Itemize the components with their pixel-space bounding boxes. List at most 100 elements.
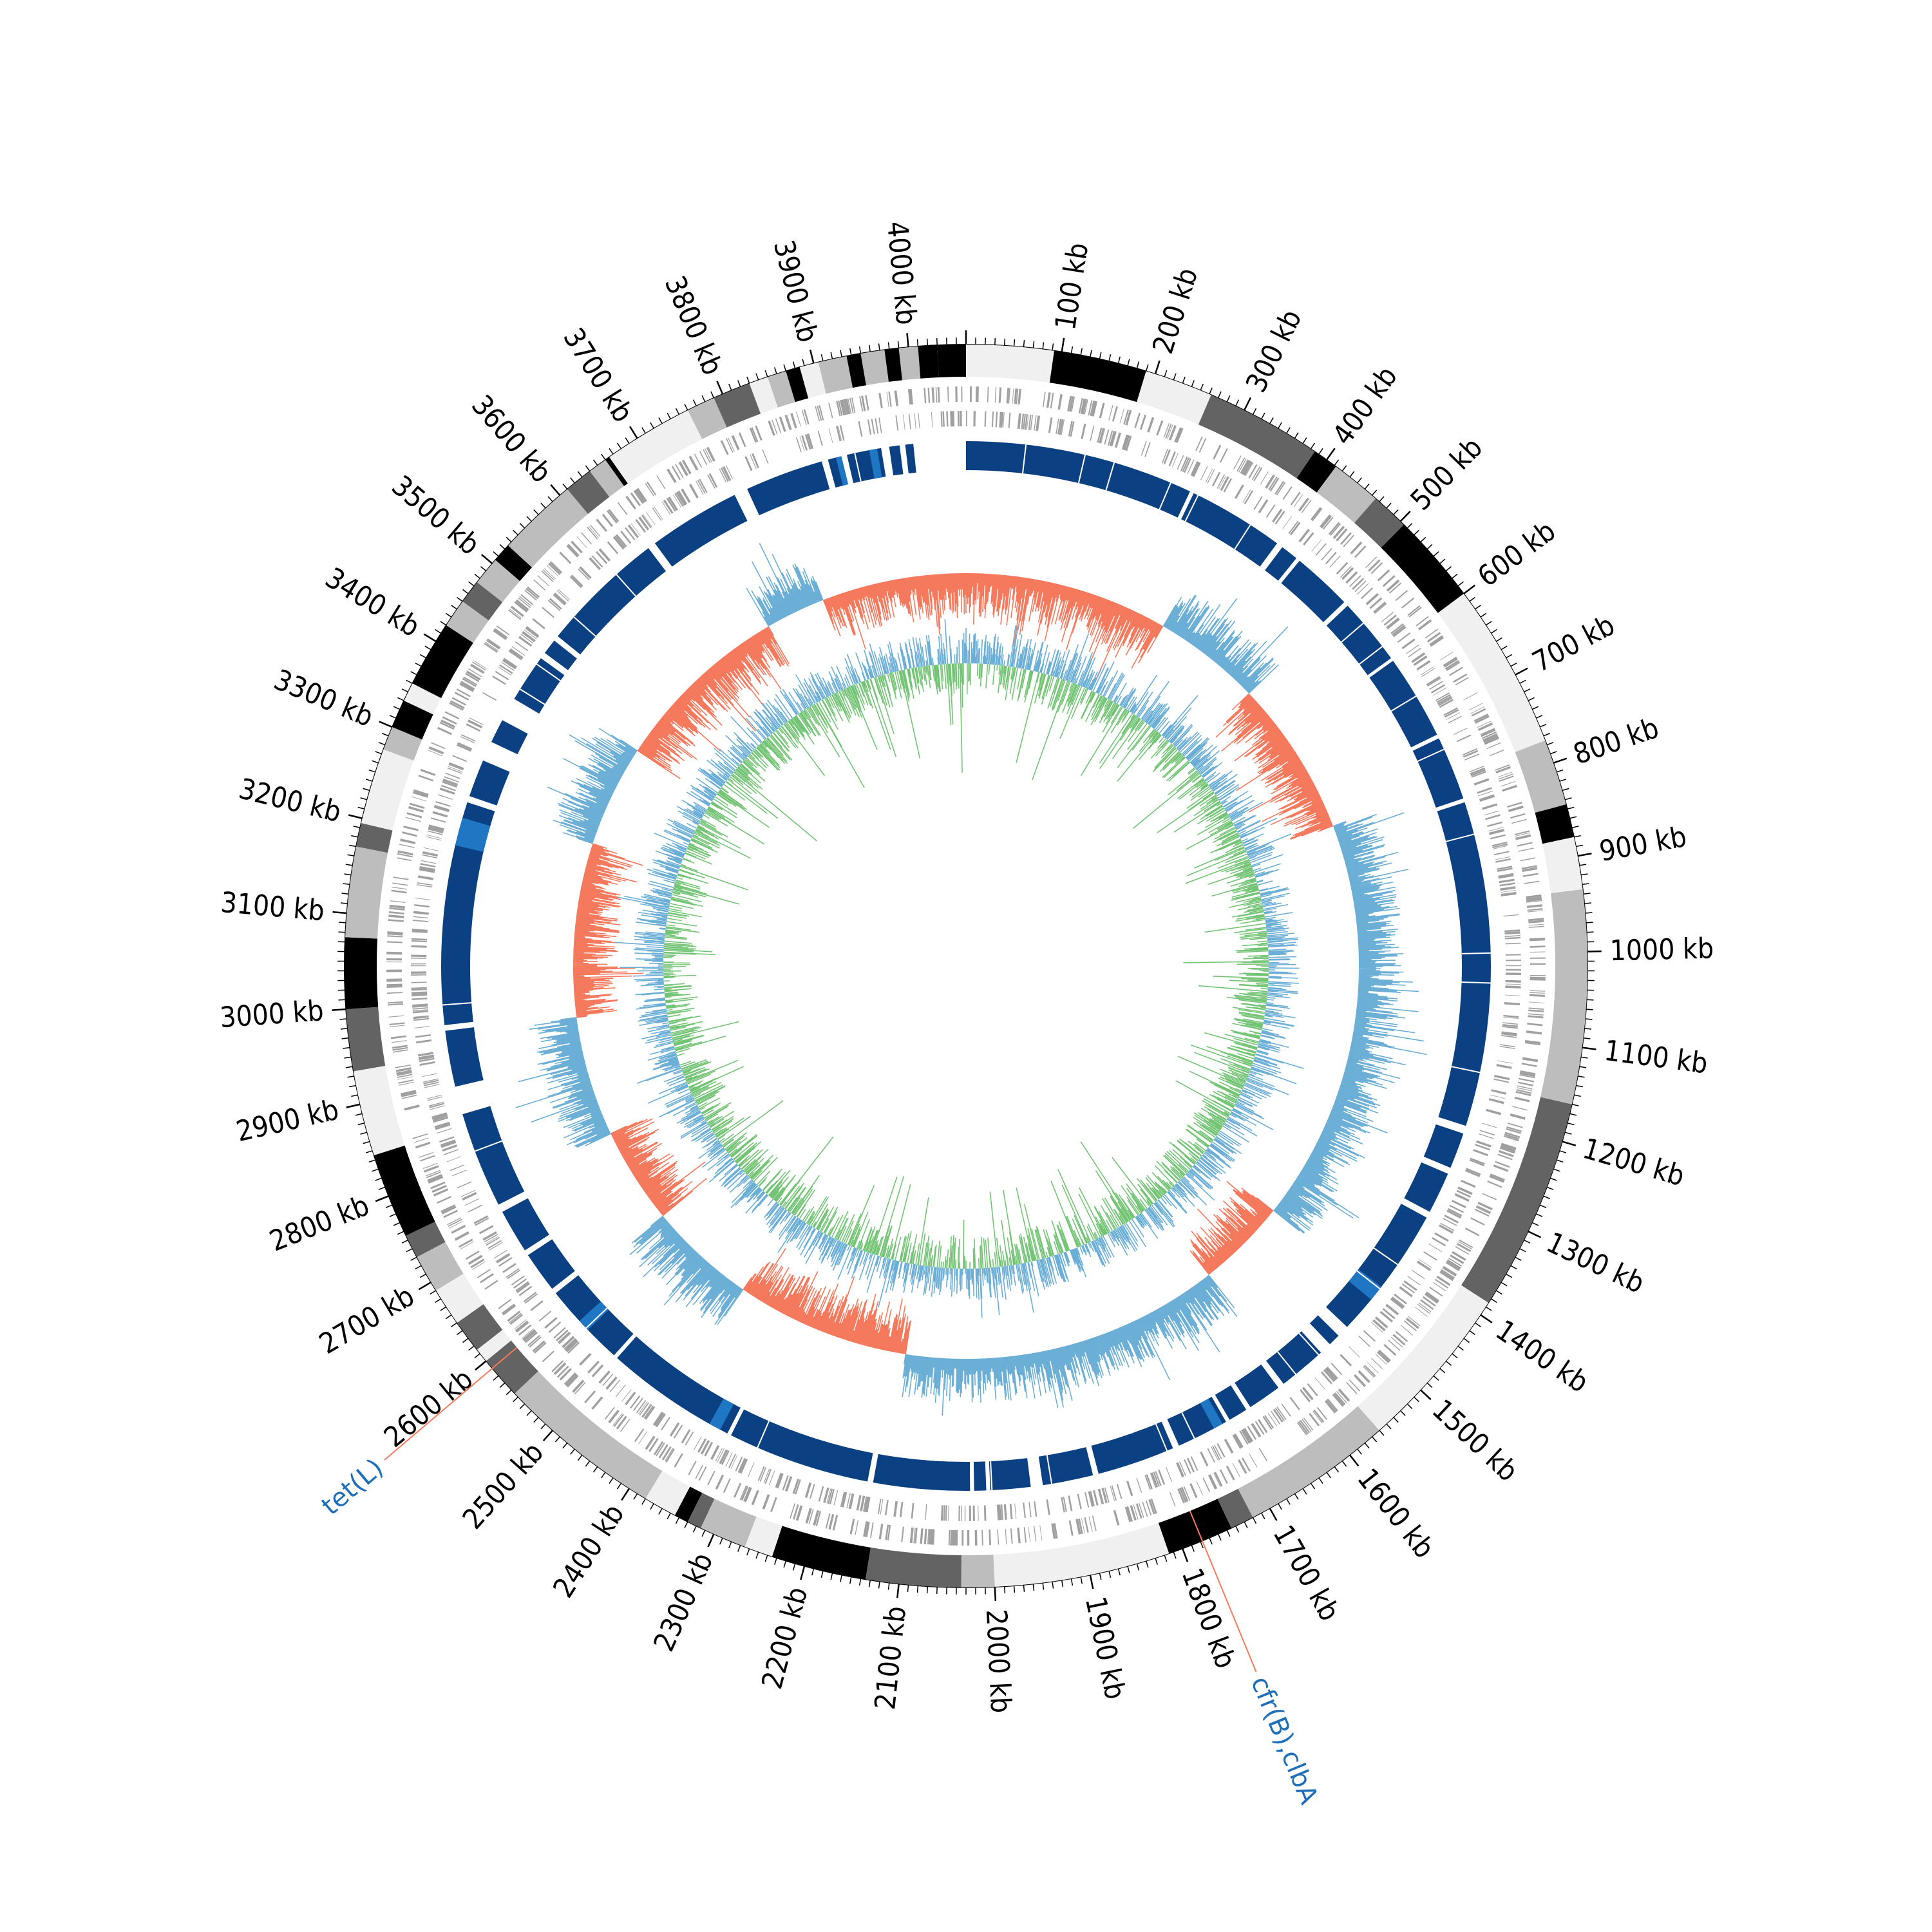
minor-tick <box>585 1460 591 1467</box>
cds-feature <box>581 532 592 545</box>
cds-feature <box>427 1096 443 1101</box>
cds-feature <box>416 1039 432 1044</box>
cds-feature <box>1075 1519 1079 1535</box>
cds-feature <box>616 534 627 547</box>
cds-feature <box>426 1171 441 1179</box>
cds-feature <box>1088 1491 1094 1507</box>
cds-feature <box>442 1144 458 1152</box>
major-tick <box>1553 757 1567 764</box>
minor-tick <box>675 408 680 415</box>
cds-feature <box>472 661 486 671</box>
cds-feature <box>947 1505 949 1521</box>
cds-feature <box>1340 1354 1352 1367</box>
major-tick <box>1577 853 1592 857</box>
cds-feature <box>1341 567 1354 580</box>
minor-tick <box>1515 1256 1522 1261</box>
cds-feature <box>1439 699 1454 708</box>
contig-segment <box>1358 1285 1489 1430</box>
cds-feature <box>456 744 472 752</box>
cds-feature <box>1429 681 1443 690</box>
major-tick <box>1515 667 1528 676</box>
cds-feature <box>799 436 805 451</box>
tick-label: 2200 kb <box>755 1584 814 1692</box>
minor-tick <box>1569 816 1577 819</box>
cds-feature <box>425 1170 440 1177</box>
cds-feature <box>422 1162 438 1170</box>
minor-tick <box>1061 1580 1064 1587</box>
cds-feature <box>1242 1428 1252 1443</box>
cds-feature <box>739 1485 747 1501</box>
cds-feature <box>1003 1504 1007 1520</box>
cds-feature <box>1444 659 1459 670</box>
cds-feature <box>412 791 428 798</box>
cds-feature <box>1078 1518 1083 1534</box>
minor-tick <box>440 621 447 626</box>
cds-feature <box>804 434 811 450</box>
minor-tick <box>868 345 871 352</box>
cds-feature <box>1184 458 1191 473</box>
cds-feature <box>775 1472 782 1488</box>
cds-feature <box>1383 1343 1397 1356</box>
homology-gap <box>1298 1332 1320 1356</box>
cds-feature <box>825 1513 831 1529</box>
cds-feature <box>827 1488 833 1504</box>
homology-block <box>1437 802 1491 1126</box>
minor-tick <box>1501 1282 1508 1287</box>
cds-feature <box>1236 457 1245 472</box>
cds-feature <box>566 544 579 558</box>
cds-feature <box>621 1389 632 1402</box>
cds-feature <box>412 1007 428 1010</box>
minor-tick <box>1341 1460 1347 1467</box>
contig-segment <box>799 362 826 399</box>
cds-feature <box>1365 556 1378 569</box>
cds-feature <box>1474 715 1490 724</box>
cds-feature <box>1021 413 1025 430</box>
cds-feature <box>463 676 478 686</box>
cds-feature <box>1244 490 1254 504</box>
cds-feature <box>431 1112 448 1119</box>
cds-feature <box>502 1263 516 1273</box>
cds-feature <box>1407 1276 1421 1285</box>
cds-feature <box>448 766 463 773</box>
minor-tick <box>385 1204 393 1208</box>
cds-feature <box>893 1501 898 1517</box>
cds-feature <box>1214 1472 1223 1487</box>
cds-feature <box>1211 1446 1219 1461</box>
tick-label: 2900 kb <box>233 1094 342 1149</box>
cds-feature <box>1432 1237 1446 1247</box>
cds-feature <box>770 1497 777 1513</box>
cds-feature <box>1354 580 1367 592</box>
minor-tick <box>1583 893 1591 895</box>
cds-feature <box>1097 427 1103 443</box>
cds-feature <box>412 1009 428 1012</box>
cds-feature <box>466 723 481 732</box>
cds-feature <box>472 1261 486 1270</box>
cds-feature <box>468 1204 483 1213</box>
cds-feature <box>391 889 407 894</box>
cds-feature <box>470 1258 485 1269</box>
cds-feature <box>1207 1448 1215 1463</box>
cds-feature <box>720 440 729 455</box>
cds-feature <box>1037 415 1041 431</box>
cds-feature <box>620 530 632 544</box>
cds-feature <box>493 629 507 640</box>
cds-feature <box>400 838 416 844</box>
cds-feature <box>1382 575 1396 587</box>
minor-tick <box>802 359 805 366</box>
cds-feature <box>1489 830 1505 835</box>
minor-tick <box>1080 1577 1083 1584</box>
cds-feature <box>656 1442 665 1457</box>
cds-feature <box>542 607 554 618</box>
minor-tick <box>1393 509 1399 515</box>
minor-tick <box>1564 1132 1572 1135</box>
cds-feature <box>1464 753 1480 761</box>
cds-feature <box>1395 590 1408 601</box>
cds-feature <box>1267 1413 1278 1426</box>
cds-feature <box>392 1045 408 1049</box>
cds-feature <box>762 449 769 464</box>
cds-feature <box>485 641 498 652</box>
cds-feature <box>1482 1122 1497 1128</box>
minor-tick <box>737 380 741 388</box>
minor-tick <box>1583 1037 1591 1039</box>
minor-tick <box>667 412 672 420</box>
